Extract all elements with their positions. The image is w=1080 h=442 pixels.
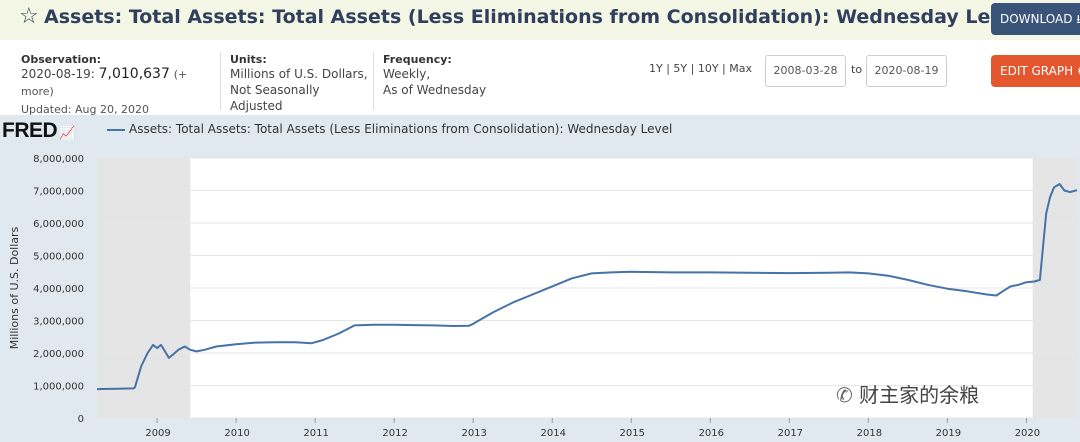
x-tick-label: 2015 xyxy=(620,428,645,439)
units-line2: Not Seasonally Adjusted xyxy=(230,83,320,113)
units-block: Units: Millions of U.S. Dollars, Not Sea… xyxy=(230,53,370,114)
y-tick-label: 8,000,000 xyxy=(33,154,84,165)
x-tick-label: 2009 xyxy=(145,428,170,439)
observation-more-link[interactable]: (+ more) xyxy=(21,68,188,98)
chart-area: 0 1,000,000 2,000,000 3,000,000 4,000,000 5,0… xyxy=(0,115,1080,442)
x-tick-label: 2018 xyxy=(857,428,882,439)
y-tick-label: 7,000,000 xyxy=(33,187,84,198)
units-line1: Millions of U.S. Dollars, xyxy=(230,67,368,81)
x-tick-label: 2012 xyxy=(382,428,407,439)
x-tick-label: 2011 xyxy=(303,428,328,439)
y-tick-label: 4,000,000 xyxy=(33,284,84,295)
x-tick-label: 2014 xyxy=(540,428,565,439)
observation-label: Observation: xyxy=(21,53,102,66)
series-line xyxy=(96,183,1078,391)
chart-logo-icon: 📈 xyxy=(59,125,75,140)
x-tick-label: 2019 xyxy=(936,428,961,439)
divider xyxy=(373,52,374,110)
frequency-line1: Weekly, xyxy=(383,67,431,81)
legend-swatch xyxy=(107,129,125,131)
observation-updated: Updated: Aug 20, 2020 xyxy=(21,103,149,116)
x-tick-label: 2010 xyxy=(224,428,249,439)
watermark-text: 财主家的余粮 xyxy=(859,383,980,407)
observation-block: Observation: 2020-08-19: 7,010,637 (+ mo… xyxy=(21,53,216,116)
y-tick-label: 3,000,000 xyxy=(33,317,84,328)
y-tick-label: 1,000,000 xyxy=(33,382,84,393)
end-date-input[interactable]: 2020-08-19 xyxy=(866,55,947,87)
frequency-label: Frequency: xyxy=(383,53,452,66)
range-links[interactable]: 1Y | 5Y | 10Y | Max xyxy=(649,62,752,75)
legend-label: Assets: Total Assets: Total Assets (Less… xyxy=(129,122,673,136)
x-tick-label: 2020 xyxy=(1015,428,1040,439)
observation-line: 2020-08-19: 7,010,637 (+ more) xyxy=(21,66,216,100)
download-label: DOWNLOAD xyxy=(1000,12,1073,26)
gear-icon: ⚙ xyxy=(1077,64,1080,78)
fred-logo-text: FRED xyxy=(2,119,58,142)
x-tick-label: 2016 xyxy=(699,428,724,439)
start-date-input[interactable]: 2008-03-28 xyxy=(765,55,846,87)
chart-svg[interactable]: 0 1,000,000 2,000,000 3,000,000 4,000,000 5,0… xyxy=(0,115,1080,442)
y-tick-label: 5,000,000 xyxy=(33,252,84,263)
y-axis-label: Millions of U.S. Dollars xyxy=(8,226,21,349)
download-button[interactable]: DOWNLOAD ⭳ xyxy=(991,3,1080,35)
series-title: Assets: Total Assets: Total Assets (Less… xyxy=(44,6,1023,28)
watermark: ✆ 财主家的余粮 xyxy=(836,379,979,408)
page-title: Assets: Total Assets: Total Assets (Less… xyxy=(44,6,1073,28)
title-bar: ☆ Assets: Total Assets: Total Assets (Le… xyxy=(0,0,1080,40)
wechat-icon: ✆ xyxy=(836,383,853,407)
y-tick-label: 2,000,000 xyxy=(33,349,84,360)
y-tick-label: 0 xyxy=(78,414,84,425)
observation-date: 2020-08-19: xyxy=(21,67,95,81)
fred-logo[interactable]: FRED 📈 xyxy=(2,119,75,143)
divider xyxy=(220,52,221,110)
star-icon[interactable]: ☆ xyxy=(19,4,39,29)
to-label: to xyxy=(851,63,863,76)
y-tick-label: 6,000,000 xyxy=(33,219,84,230)
frequency-block: Frequency: Weekly, As of Wednesday xyxy=(383,53,493,98)
download-icon: ⭳ xyxy=(1076,12,1080,26)
edit-graph-label: EDIT GRAPH xyxy=(1000,64,1074,78)
units-label: Units: xyxy=(230,53,267,66)
x-tick-label: 2013 xyxy=(461,428,486,439)
edit-graph-button[interactable]: EDIT GRAPH ⚙ xyxy=(991,55,1080,87)
observation-value: 7,010,637 xyxy=(98,66,170,82)
frequency-line2: As of Wednesday xyxy=(383,83,487,97)
x-tick-label: 2017 xyxy=(778,428,803,439)
